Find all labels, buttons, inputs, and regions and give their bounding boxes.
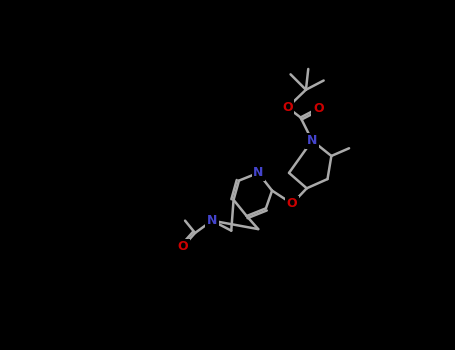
Text: O: O [177,240,188,253]
Text: N: N [307,134,317,147]
Text: O: O [287,197,298,210]
Text: O: O [282,101,293,114]
Text: O: O [313,102,324,115]
Text: N: N [253,166,263,180]
Text: N: N [207,214,217,227]
